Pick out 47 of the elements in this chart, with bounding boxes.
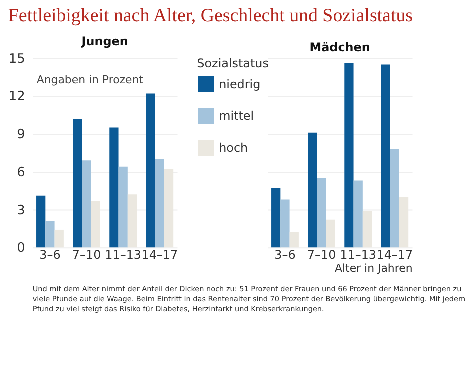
chart-subtitle: Mädchen bbox=[310, 40, 370, 54]
bar bbox=[146, 94, 156, 248]
x-axis-title: Alter in Jahren bbox=[335, 262, 413, 276]
bar bbox=[110, 128, 119, 248]
chart-subtitle: Jungen bbox=[80, 34, 128, 48]
bar bbox=[54, 230, 64, 248]
bar bbox=[326, 220, 336, 248]
bar bbox=[354, 180, 363, 248]
x-tick-label: 7–10 bbox=[307, 248, 336, 262]
bar bbox=[272, 188, 281, 248]
y-tick-label: 9 bbox=[17, 128, 26, 143]
y-tick-label: 15 bbox=[8, 52, 26, 67]
x-tick-label: 3–6 bbox=[274, 248, 296, 262]
legend-title: Sozialstatus bbox=[197, 56, 269, 70]
bar bbox=[118, 166, 128, 248]
bar bbox=[155, 159, 164, 248]
bar bbox=[91, 200, 100, 248]
x-tick-label: 3–6 bbox=[40, 248, 61, 262]
y-tick-label: 12 bbox=[8, 90, 26, 105]
y-tick-label: 0 bbox=[17, 241, 26, 256]
bar bbox=[344, 63, 354, 248]
legend-label: niedrig bbox=[219, 77, 261, 92]
x-tick-label: 7–10 bbox=[72, 248, 102, 262]
bar bbox=[280, 200, 290, 248]
bar bbox=[164, 169, 174, 248]
bar bbox=[36, 196, 46, 248]
y-tick-label: 3 bbox=[17, 203, 26, 218]
x-tick-label: 11–13 bbox=[340, 248, 377, 262]
annotation: Angaben in Prozent bbox=[36, 73, 144, 86]
x-tick-label: 11–13 bbox=[105, 248, 142, 262]
chart-title: Fettleibigkeit nach Alter, Geschlecht und Sozialstatus bbox=[8, 6, 414, 27]
bar bbox=[46, 221, 55, 248]
y-tick-label: 6 bbox=[17, 165, 26, 180]
bar bbox=[290, 232, 299, 248]
x-tick-label: 14–17 bbox=[142, 248, 178, 262]
bar bbox=[82, 160, 92, 248]
bar bbox=[381, 64, 390, 248]
bar bbox=[128, 194, 138, 248]
legend-label: hoch bbox=[219, 141, 248, 156]
bar bbox=[399, 197, 409, 248]
bar bbox=[362, 211, 372, 248]
bar bbox=[73, 118, 82, 248]
bar bbox=[308, 132, 318, 248]
x-tick-label: 14–17 bbox=[376, 248, 414, 262]
bar bbox=[390, 149, 400, 248]
bar bbox=[317, 178, 326, 248]
legend-label: mittel bbox=[219, 109, 254, 124]
